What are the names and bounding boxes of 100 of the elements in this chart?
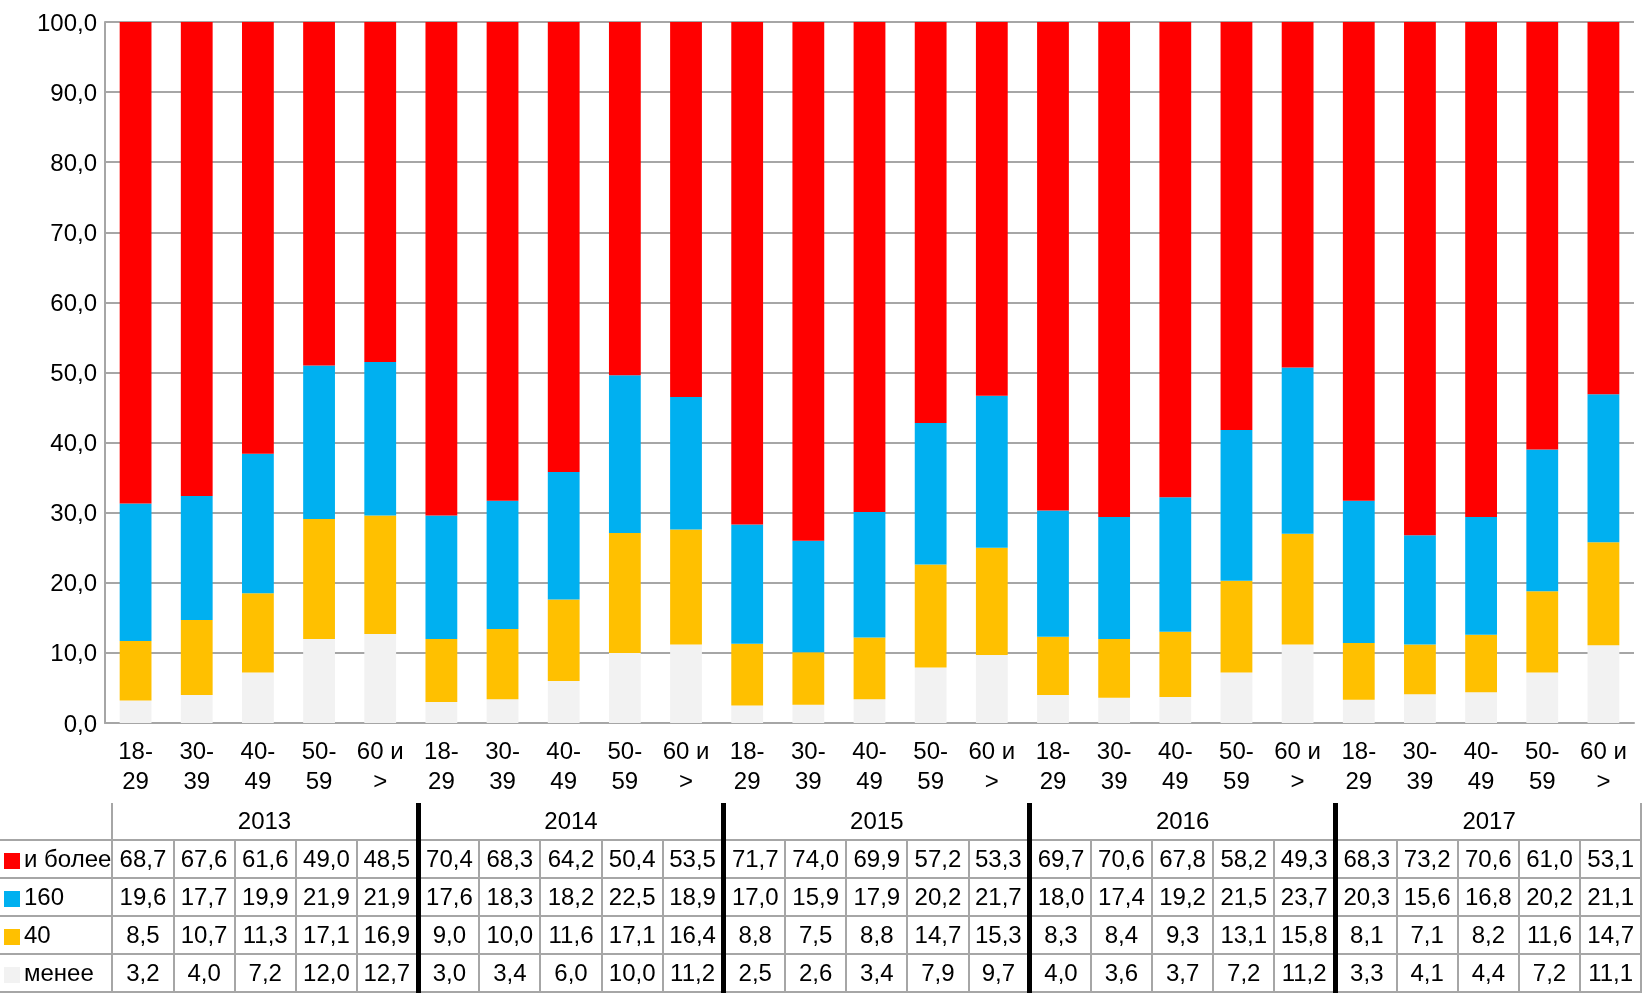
text: 2016: [1029, 803, 1336, 840]
text: 2013: [112, 803, 419, 840]
legend-label: 40: [0, 916, 113, 954]
bar: [1404, 644, 1436, 695]
bar: [1526, 22, 1559, 450]
data-label: 69,7: [1029, 840, 1091, 878]
x-tick-label: 30-39: [1096, 736, 1132, 794]
data-label: 70,4: [418, 840, 480, 878]
bar: [853, 699, 886, 723]
bar: [425, 638, 458, 702]
data-label: 16,4: [662, 916, 724, 954]
data-label: 9,0: [418, 916, 480, 954]
data-label: 7,2: [1213, 954, 1275, 992]
bar: [1587, 22, 1620, 395]
bar: [608, 22, 641, 376]
bar: [303, 519, 335, 639]
data-label: 11,3: [234, 916, 296, 954]
data-label: 17,7: [173, 878, 235, 916]
data-label: 4,4: [1457, 954, 1519, 992]
bar: [1404, 535, 1436, 645]
data-label: 8,2: [1457, 916, 1519, 954]
data-label: 18,9: [662, 878, 724, 916]
bar: [853, 637, 886, 700]
data-label: 9,7: [968, 954, 1030, 992]
data-label: 14,7: [1580, 916, 1642, 954]
data-label: 70,6: [1457, 840, 1519, 878]
data-label: 9,3: [1152, 916, 1214, 954]
bar: [1281, 533, 1314, 645]
bar: [364, 633, 397, 723]
bar: [1342, 500, 1375, 644]
data-label: 19,2: [1152, 878, 1214, 916]
bar: [1159, 497, 1192, 632]
bar: [1342, 699, 1375, 723]
x-tick-label: 60 и >: [1580, 736, 1627, 794]
y-tick-label: 100,0: [36, 8, 97, 36]
bar: [1037, 636, 1069, 695]
data-label: 53,5: [662, 840, 724, 878]
x-tick-label: 50-59: [913, 736, 948, 794]
bar: [731, 705, 764, 723]
data-label: 61,0: [1518, 840, 1581, 878]
bar: [1587, 645, 1620, 723]
data-label: 8,8: [846, 916, 908, 954]
x-tick-label: 30-39: [485, 736, 520, 794]
bar: [608, 375, 641, 534]
bar: [1220, 672, 1253, 723]
data-label: 11,6: [540, 916, 602, 954]
bar: [486, 22, 519, 501]
bar: [1465, 516, 1497, 635]
bar: [425, 515, 458, 639]
bar: [1098, 697, 1131, 723]
data-label: 15,6: [1396, 878, 1458, 916]
bar: [1281, 22, 1314, 368]
data-label: 17,6: [418, 878, 480, 916]
bar: [608, 533, 641, 653]
data-label: 58,2: [1213, 840, 1275, 878]
x-tick-label: 18-29: [1035, 736, 1071, 794]
bar: [1342, 22, 1375, 501]
data-label: 21,9: [356, 878, 419, 916]
bar: [853, 512, 886, 638]
data-label: 3,6: [1090, 954, 1152, 992]
data-label: 7,2: [1518, 954, 1581, 992]
bar: [242, 453, 274, 594]
y-tick-label: 30,0: [50, 499, 97, 527]
bar: [731, 22, 764, 525]
x-tick-label: 50-59: [1219, 736, 1254, 794]
bar: [1342, 643, 1375, 700]
data-label: 71,7: [723, 840, 786, 878]
bar: [303, 365, 335, 520]
x-tick-label: 18-29: [1341, 736, 1377, 794]
bar: [1098, 22, 1131, 517]
data-label: 18,3: [479, 878, 541, 916]
bar: [1587, 542, 1620, 646]
bar: [1037, 694, 1069, 723]
data-label: 8,4: [1090, 916, 1152, 954]
bar: [303, 638, 335, 723]
bar: [486, 699, 519, 723]
data-label: 11,1: [1580, 954, 1642, 992]
x-tick-label: 40-49: [546, 736, 582, 794]
bar: [1220, 22, 1253, 430]
bar: [608, 652, 641, 723]
bar: [425, 701, 458, 723]
y-tick-label: 60,0: [50, 288, 97, 316]
legend-label: менее: [0, 954, 113, 992]
x-tick-label: 30-39: [1402, 736, 1438, 794]
x-tick-label: 50-59: [301, 736, 337, 794]
data-label: 67,8: [1152, 840, 1214, 878]
data-label: 20,2: [907, 878, 969, 916]
data-label: 21,5: [1213, 878, 1275, 916]
bar: [119, 503, 152, 641]
bar: [914, 667, 947, 723]
data-label: 16,9: [356, 916, 419, 954]
data-label: 10,7: [173, 916, 235, 954]
data-label: 17,9: [846, 878, 908, 916]
x-tick-label: 40-49: [1157, 736, 1193, 794]
data-label: 4,0: [1029, 954, 1091, 992]
bar: [486, 629, 519, 700]
bar: [119, 700, 152, 723]
bar: [670, 644, 702, 723]
x-tick-label: 30-39: [791, 736, 826, 794]
bar: [914, 22, 947, 423]
